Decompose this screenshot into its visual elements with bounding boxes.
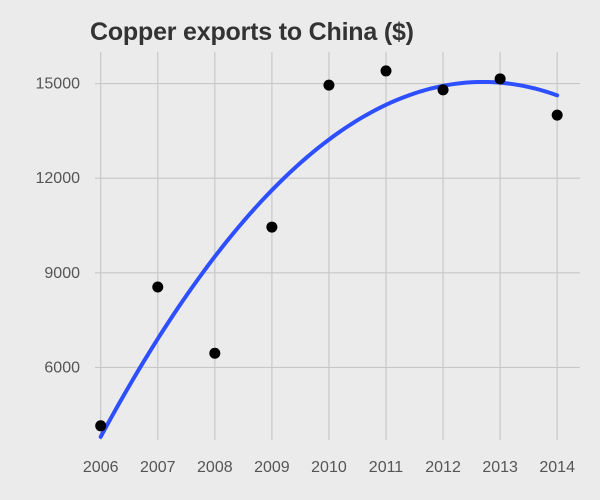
x-tick-label: 2006	[83, 459, 119, 476]
x-tick-label: 2013	[482, 459, 518, 476]
x-tick-label: 2009	[254, 459, 290, 476]
data-point	[266, 221, 278, 233]
y-tick-label: 9000	[44, 265, 80, 282]
x-tick-label: 2011	[369, 459, 404, 476]
data-point	[323, 79, 335, 91]
y-tick-label: 15000	[36, 76, 81, 93]
trend-line	[98, 79, 560, 439]
y-tick-label: 6000	[44, 359, 80, 376]
data-point	[437, 84, 449, 96]
x-tick-label: 2014	[539, 459, 575, 476]
x-tick-label: 2008	[197, 459, 233, 476]
x-tick-label: 2007	[140, 459, 176, 476]
data-point	[551, 109, 563, 121]
data-point	[380, 65, 392, 77]
data-point	[209, 347, 221, 359]
data-point	[152, 281, 164, 293]
x-tick-label: 2012	[425, 459, 461, 476]
data-point	[95, 420, 107, 432]
x-tick-label: 2010	[311, 459, 347, 476]
chart-title: Copper exports to China ($)	[90, 18, 414, 46]
data-point	[494, 73, 506, 85]
y-tick-label: 12000	[36, 170, 81, 187]
